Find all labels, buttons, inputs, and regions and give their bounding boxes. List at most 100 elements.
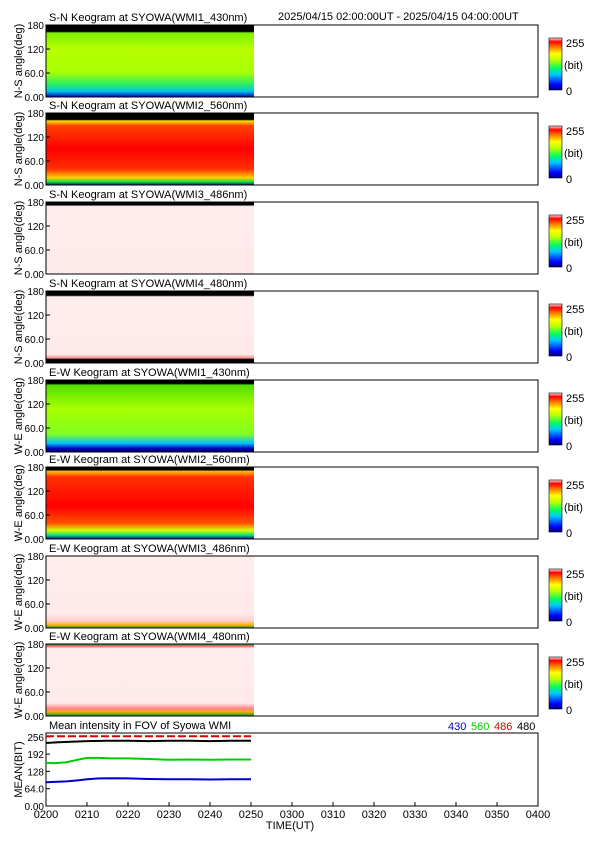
colorbar xyxy=(548,656,563,710)
colorbar-min-label: 0 xyxy=(566,441,572,453)
panel-frame xyxy=(45,112,539,186)
colorbar-max-label: 255 xyxy=(566,480,584,492)
x-tick-label: 0250 xyxy=(239,809,263,821)
y-tick-label: 120 xyxy=(27,133,44,144)
colorbar-unit-label: (bit) xyxy=(564,502,583,514)
y-axis-label: MEAN(BIT) xyxy=(13,741,25,797)
colorbar-min-label: 0 xyxy=(566,352,572,364)
y-axis-label: N-S angle(deg) xyxy=(13,290,25,365)
y-tick-label: 60.0 xyxy=(25,69,45,80)
y-tick-label: 120 xyxy=(27,311,44,322)
keogram-panel: E-W Keogram at SYOWA(WMI4_480nm) W-E angl… xyxy=(13,631,584,723)
mean-intensity-panel: Mean intensity in FOV of Syowa WMI 430 560… xyxy=(13,720,550,832)
keogram-image xyxy=(46,202,254,274)
x-tick-label: 0220 xyxy=(116,809,140,821)
colorbar-unit-label: (bit) xyxy=(564,591,583,603)
y-tick-label: 180 xyxy=(27,463,44,474)
colorbar-max-label: 255 xyxy=(566,38,584,50)
keogram-image xyxy=(46,380,254,452)
colorbar xyxy=(548,37,563,91)
y-tick-label: 120 xyxy=(27,664,44,675)
panel-frame xyxy=(45,290,539,364)
panel-title: E-W Keogram at SYOWA(WMI2_560nm) xyxy=(49,454,250,466)
panel-frame xyxy=(45,379,539,453)
y-tick-label: 180 xyxy=(27,198,44,209)
colorbar-min-label: 0 xyxy=(566,528,572,540)
colorbar-unit-label: (bit) xyxy=(564,679,583,691)
y-tick-label: 0.00 xyxy=(25,712,45,723)
legend-entry-430: 430 xyxy=(448,721,466,733)
panel-title: S-N Keogram at SYOWA(WMI4_480nm) xyxy=(49,278,247,290)
series-line-480 xyxy=(45,739,251,744)
y-tick-label: 60.0 xyxy=(25,600,45,611)
x-tick-label: 0320 xyxy=(362,809,386,821)
colorbar-max-label: 255 xyxy=(566,215,584,227)
y-tick-label: 0.00 xyxy=(25,181,45,192)
series-line-560 xyxy=(45,756,251,765)
keogram-panel: E-W Keogram at SYOWA(WMI2_560nm) W-E angl… xyxy=(13,454,584,546)
colorbar xyxy=(548,303,563,357)
y-tick-label: 120 xyxy=(27,487,44,498)
colorbar-unit-label: (bit) xyxy=(564,237,583,249)
y-tick-label: 60.0 xyxy=(25,424,45,435)
keogram-image xyxy=(46,556,254,628)
x-tick-label: 0350 xyxy=(485,809,509,821)
colorbar-unit-label: (bit) xyxy=(564,415,583,427)
keogram-panel: S-N Keogram at SYOWA(WMI4_480nm) N-S angl… xyxy=(13,278,584,370)
colorbar-max-label: 255 xyxy=(566,393,584,405)
colorbar-max-label: 255 xyxy=(566,657,584,669)
colorbar xyxy=(548,125,563,179)
keogram-image xyxy=(46,291,254,363)
panel-title: S-N Keogram at SYOWA(WMI3_486nm) xyxy=(49,189,247,201)
keogram-image xyxy=(46,644,254,716)
colorbar-unit-label: (bit) xyxy=(564,148,583,160)
colorbar xyxy=(548,214,563,268)
colorbar-min-label: 0 xyxy=(566,174,572,186)
y-axis-label: N-S angle(deg) xyxy=(13,24,25,99)
keogram-image xyxy=(46,113,254,185)
colorbar-max-label: 255 xyxy=(566,126,584,138)
y-tick-label: 180 xyxy=(27,640,44,651)
y-tick-label: 128 xyxy=(27,767,44,778)
panel-frame xyxy=(45,555,539,629)
y-axis-label: W-E angle(deg) xyxy=(13,554,25,631)
colorbar-max-label: 255 xyxy=(566,304,584,316)
colorbar-min-label: 0 xyxy=(566,705,572,717)
x-axis-label: TIME(UT) xyxy=(266,820,314,832)
y-tick-label: 0.00 xyxy=(25,93,45,104)
panel-title: S-N Keogram at SYOWA(WMI1_430nm) xyxy=(49,12,247,24)
colorbar-min-label: 0 xyxy=(566,263,572,275)
colorbar-max-label: 255 xyxy=(566,569,584,581)
x-tick-label: 0400 xyxy=(526,809,550,821)
y-tick-label: 180 xyxy=(27,109,44,120)
x-tick-label: 0210 xyxy=(75,809,99,821)
keogram-panel: S-N Keogram at SYOWA(WMI1_430nm) N-S angl… xyxy=(13,12,584,104)
x-tick-label: 0230 xyxy=(157,809,181,821)
colorbar-min-label: 0 xyxy=(566,617,572,629)
panel-title: Mean intensity in FOV of Syowa WMI xyxy=(49,720,231,732)
x-tick-label: 0330 xyxy=(403,809,427,821)
legend-entry-560: 560 xyxy=(471,721,489,733)
y-tick-label: 0.00 xyxy=(25,802,45,813)
y-tick-label: 0.00 xyxy=(25,448,45,459)
panel-frame xyxy=(45,643,539,717)
colorbar-unit-label: (bit) xyxy=(564,326,583,338)
x-tick-label: 0340 xyxy=(444,809,468,821)
y-axis-label: W-E angle(deg) xyxy=(13,465,25,542)
y-tick-label: 64.0 xyxy=(25,785,45,796)
keogram-panel: S-N Keogram at SYOWA(WMI2_560nm) N-S angl… xyxy=(13,100,584,192)
y-tick-label: 0.00 xyxy=(25,359,45,370)
x-tick-label: 0200 xyxy=(34,809,58,821)
panel-title: E-W Keogram at SYOWA(WMI1_430nm) xyxy=(49,367,250,379)
y-tick-label: 0.00 xyxy=(25,270,45,281)
colorbar xyxy=(548,392,563,446)
keogram-image xyxy=(46,467,254,539)
keogram-image xyxy=(46,25,254,97)
time-range-label: 2025/04/15 02:00:00UT - 2025/04/15 04:00… xyxy=(278,11,519,23)
y-tick-label: 256 xyxy=(27,733,44,744)
y-tick-label: 180 xyxy=(27,376,44,387)
y-axis-label: W-E angle(deg) xyxy=(13,378,25,455)
panel-title: S-N Keogram at SYOWA(WMI2_560nm) xyxy=(49,100,247,112)
panel-frame xyxy=(45,201,539,275)
y-axis-label: N-S angle(deg) xyxy=(13,112,25,187)
